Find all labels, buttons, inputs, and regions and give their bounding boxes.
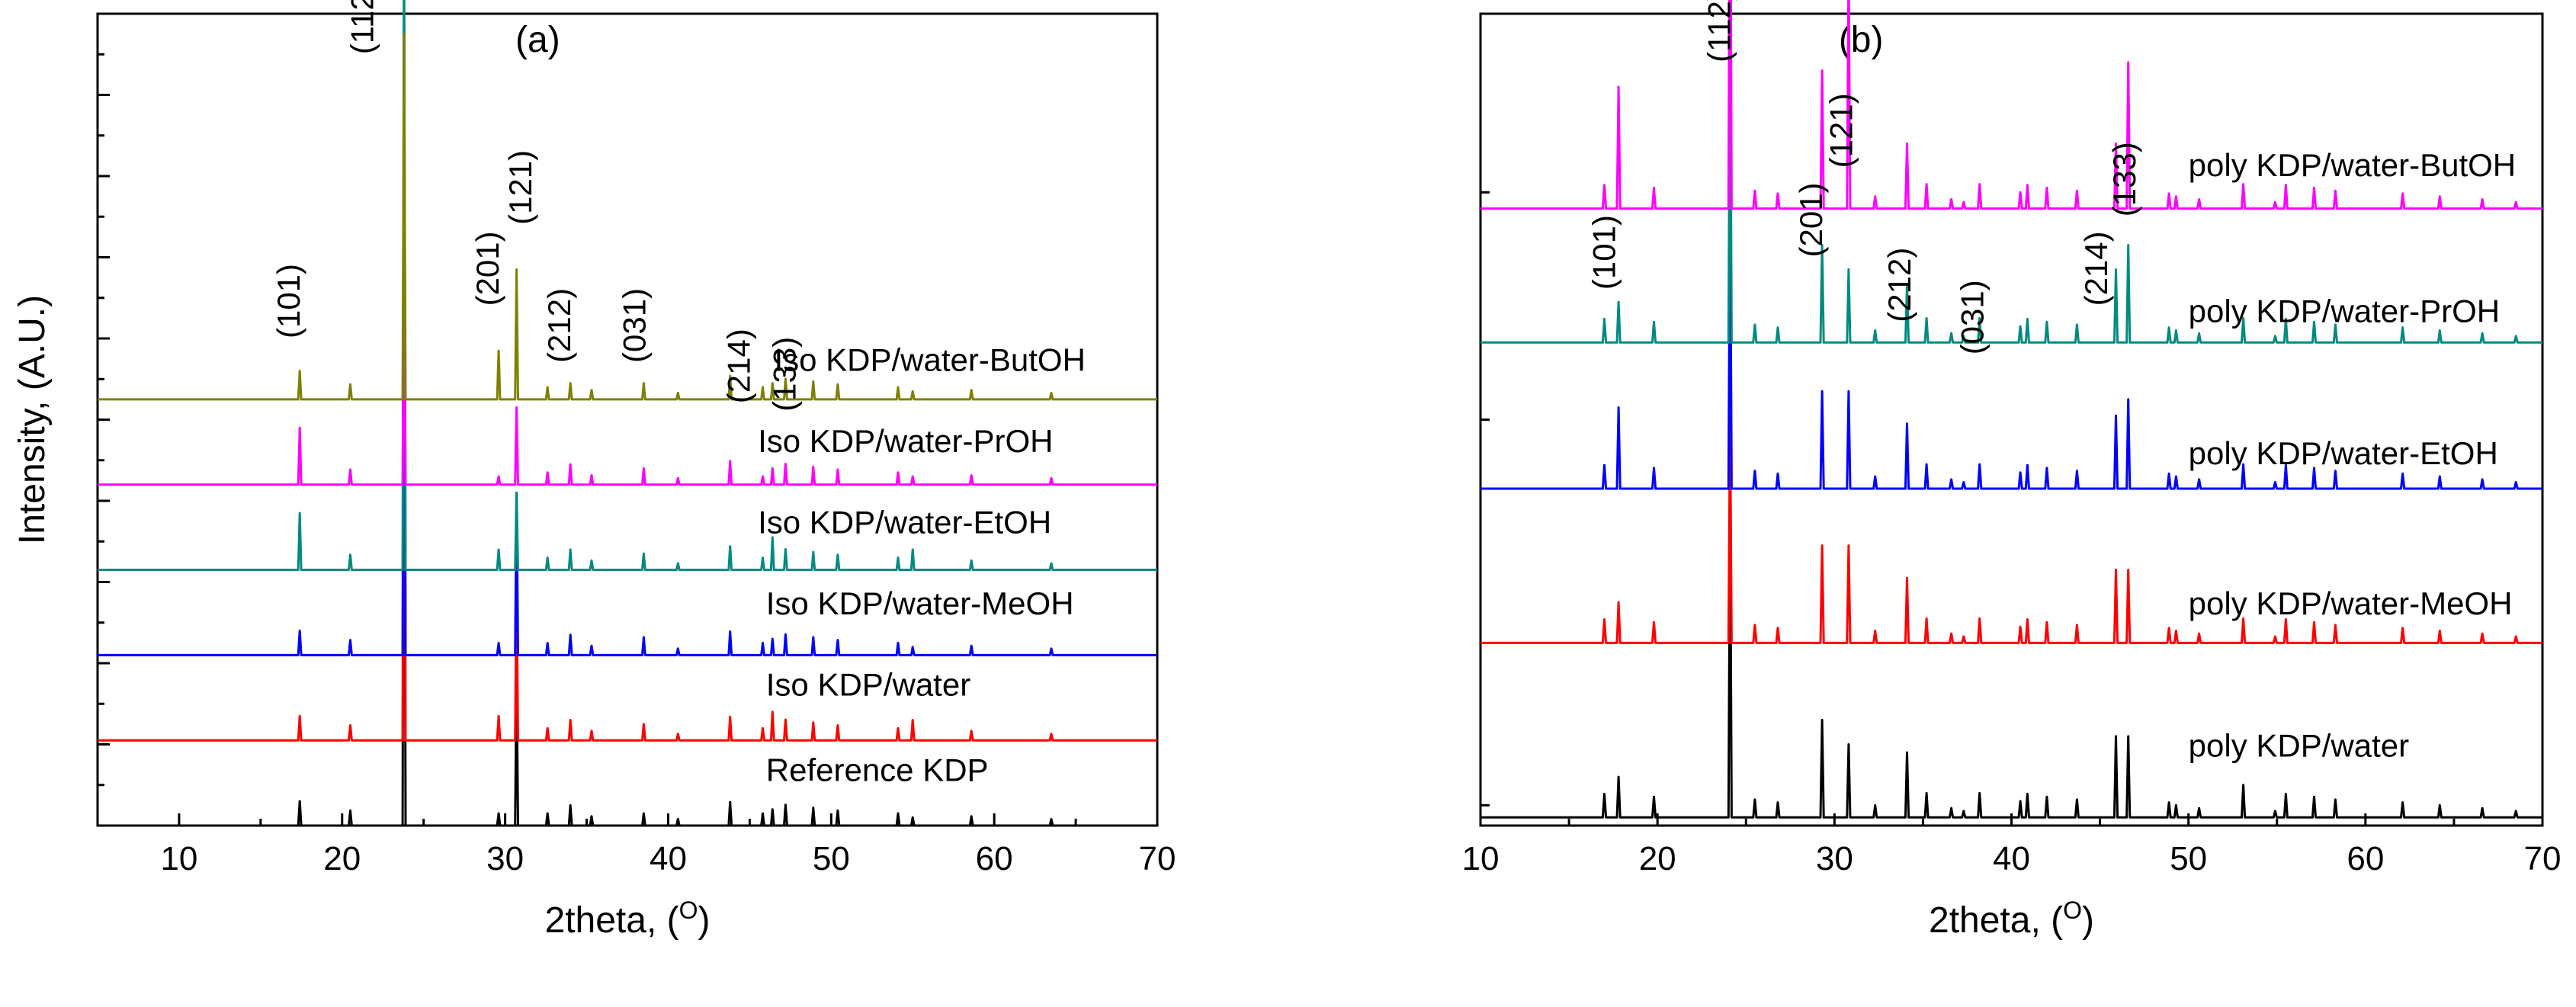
hkl-label: (121): [502, 150, 538, 225]
hkl-label: (214): [720, 329, 756, 403]
x-tick-label: 10: [160, 840, 197, 877]
panel-title: (a): [515, 20, 560, 60]
hkl-label: (201): [1793, 182, 1829, 257]
x-axis-title: 2theta, (O): [545, 896, 711, 941]
hkl-label: (031): [1954, 280, 1990, 354]
hkl-label: (101): [271, 264, 306, 338]
plot-frame: [96, 12, 1159, 827]
x-tick-label: 60: [2347, 840, 2384, 877]
x-tick-label: 50: [2170, 840, 2207, 877]
x-axis-title: 2theta, (O): [1929, 896, 2094, 941]
x-tick-label: 50: [813, 840, 850, 877]
x-tick-label: 70: [2524, 840, 2562, 877]
chart-panel-a: 10 20 30 40 50 60 70 2theta, (O) Intensity, (A.U…: [12, 0, 1176, 941]
series-label: Iso KDP/water-MeOH: [766, 585, 1074, 621]
series-label: poly KDP/water-MeOH: [2189, 585, 2513, 621]
series-line: [1480, 491, 2542, 819]
series-label: Iso KDP/water: [766, 667, 970, 703]
x-tick-label: 30: [486, 840, 524, 877]
hkl-label: (214): [2078, 231, 2114, 306]
x-tick-label: 70: [1139, 840, 1176, 877]
x-tick-label: 20: [323, 840, 361, 877]
plot-frame: [1479, 12, 2544, 827]
series-line: [1480, 414, 2542, 644]
series-label: poly KDP/water-EtOH: [2189, 435, 2498, 471]
hkl-label: (112): [1701, 0, 1737, 63]
series-label: Reference KDP: [766, 752, 989, 787]
series-label: Iso KDP/water-PrOH: [758, 423, 1053, 459]
series-label: poly KDP/water: [2189, 727, 2409, 763]
x-tick-label: 10: [1462, 840, 1500, 877]
series-line: [98, 33, 1157, 401]
series-line: [98, 239, 1157, 486]
hkl-label: (133): [2106, 142, 2142, 216]
hkl-label: (031): [617, 288, 653, 363]
hkl-label: (112): [344, 0, 380, 54]
series-label: poly KDP/water-PrOH: [2189, 293, 2500, 329]
panel-title: (b): [1839, 20, 1884, 60]
series-label: poly KDP/water-ButOH: [2189, 147, 2516, 183]
series-line: [1480, 178, 2542, 490]
x-tick-label: 40: [650, 840, 687, 877]
x-tick-label: 30: [1816, 840, 1853, 877]
hkl-label: (121): [1824, 93, 1859, 168]
series-line: [98, 0, 1157, 742]
x-tick-label: 60: [976, 840, 1013, 877]
series-line: [1480, 0, 2542, 344]
hkl-label: (201): [470, 231, 505, 306]
series-line: [98, 4, 1157, 656]
chart-panel-b: 10 20 30 40 50 60 70 2theta, (O) (b) poly KDP/wat…: [1462, 0, 2562, 941]
hkl-label: (101): [1586, 215, 1622, 290]
hkl-label: (212): [1881, 248, 1917, 322]
x-tick-label: 20: [1639, 840, 1676, 877]
hkl-label: (133): [766, 337, 802, 412]
series-label: Iso KDP/water-EtOH: [758, 505, 1051, 540]
hkl-label: (212): [541, 288, 577, 363]
series-label: Iso KDP/water-ButOH: [774, 342, 1085, 378]
series-line: [98, 0, 1157, 571]
y-axis-title: Intensity, (A.U.): [12, 295, 53, 544]
x-tick-label: 40: [1993, 840, 2030, 877]
series-line: [98, 191, 1157, 827]
series-line: [1480, 0, 2542, 210]
